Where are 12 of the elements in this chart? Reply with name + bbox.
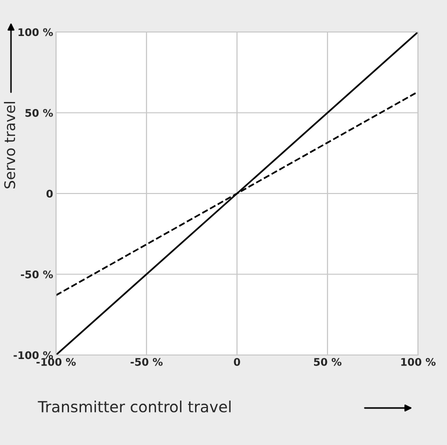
- y-tick-label: 100 %: [18, 28, 53, 36]
- y-tick-label: 50 %: [25, 108, 53, 117]
- y-tick-label: -100 %: [14, 351, 53, 360]
- y-tick-label: 0: [46, 190, 53, 198]
- y-tick-label: -50 %: [20, 270, 53, 278]
- x-axis-title: Transmitter control travel: [38, 400, 231, 412]
- x-tick-label: 100 %: [401, 358, 436, 366]
- x-tick-label: -100 %: [36, 358, 76, 366]
- x-tick-label: -50 %: [130, 358, 163, 366]
- y-axis-title: Servo travel: [4, 102, 16, 188]
- x-tick-label: 50 %: [314, 358, 342, 366]
- x-tick-label: 0: [234, 358, 240, 366]
